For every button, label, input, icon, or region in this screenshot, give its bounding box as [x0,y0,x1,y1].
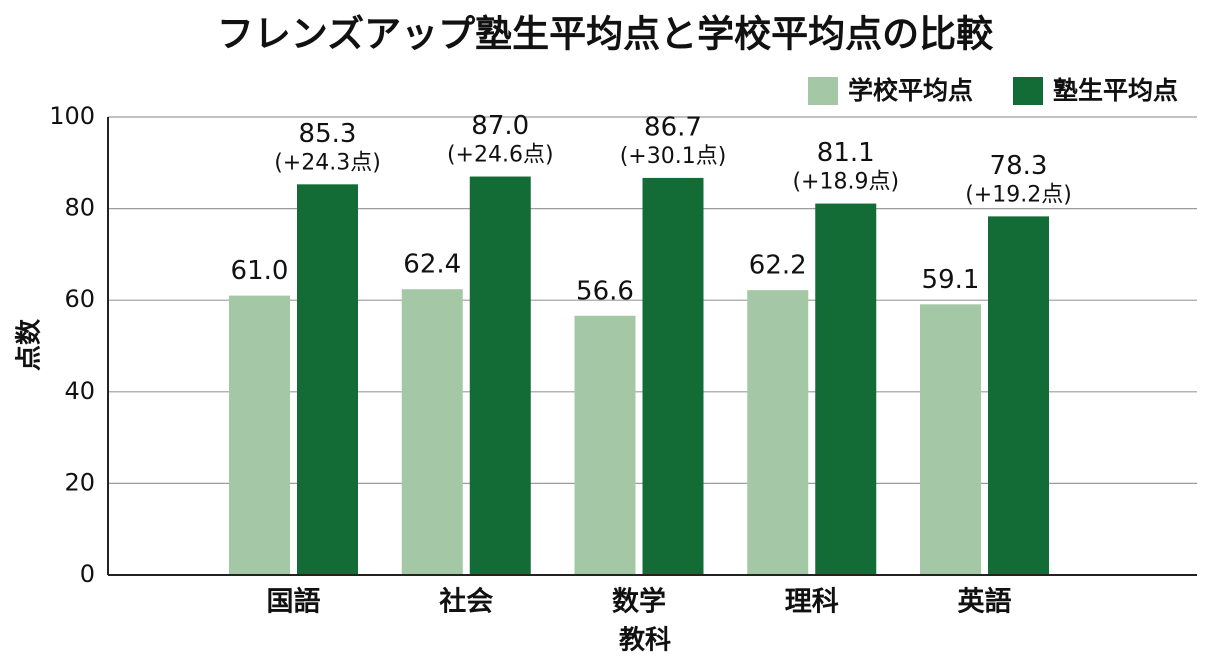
school-bar-4 [747,290,809,575]
x-axis-title: 教科 [619,626,671,656]
juku-bar-2 [469,176,531,576]
y-tick-label: 0 [80,560,95,588]
juku-diff-label: (+24.3点) [274,150,381,175]
legend-swatch-school [808,77,838,105]
y-tick-label: 100 [49,102,95,130]
school-value-label: 62.2 [749,251,807,281]
y-tick-label: 20 [64,468,95,496]
juku-bar-3 [642,177,704,575]
school-bar-5 [920,304,981,575]
school-bar-2 [401,289,463,575]
x-axis-ticks: 国語 社会 数学 理科 英語 [267,586,1012,618]
x-tick-label: 数学 [612,586,666,618]
juku-bar-4 [815,203,877,575]
y-tick-label: 40 [64,377,95,405]
y-tick-label: 60 [64,285,95,313]
data-labels: 61.0 85.3(+24.3点) 62.4 87.0(+24.6点) 56.6 86.7… [231,111,1072,306]
juku-bar-5 [988,216,1049,576]
school-bar-3 [574,315,636,575]
x-tick-label: 理科 [785,587,839,618]
juku-value-label: 87.0 [471,111,529,141]
y-axis-title: 点数 [14,318,45,371]
juku-value-label: 78.3 [990,151,1048,181]
juku-bar-1 [297,184,358,576]
axes [107,117,1197,576]
bars [229,176,1049,576]
x-tick-label: 英語 [958,586,1012,618]
school-bar-1 [229,295,290,575]
legend-label-juku: 塾生平均点 [1053,76,1178,105]
legend-label-school: 学校平均点 [848,76,973,105]
school-value-label: 62.4 [403,250,461,280]
y-tick-label: 80 [64,194,95,222]
juku-diff-label: (+19.2点) [965,182,1072,207]
legend: 学校平均点 塾生平均点 [808,76,1178,105]
juku-value-label: 86.7 [644,112,702,142]
juku-value-label: 85.3 [299,119,357,149]
school-value-label: 61.0 [231,256,289,286]
juku-diff-label: (+30.1点) [620,144,727,169]
school-value-label: 59.1 [922,265,980,295]
chart-title: フレンズアップ塾生平均点と学校平均点の比較 [217,13,994,56]
school-value-label: 56.6 [576,276,634,306]
juku-diff-label: (+18.9点) [792,170,899,195]
juku-value-label: 81.1 [817,138,875,168]
x-tick-label: 社会 [439,586,493,618]
y-axis-ticks: 0 20 40 60 80 100 [49,102,95,588]
legend-swatch-juku [1013,77,1043,105]
juku-diff-label: (+24.6点) [447,143,554,168]
x-tick-label: 国語 [267,586,321,618]
